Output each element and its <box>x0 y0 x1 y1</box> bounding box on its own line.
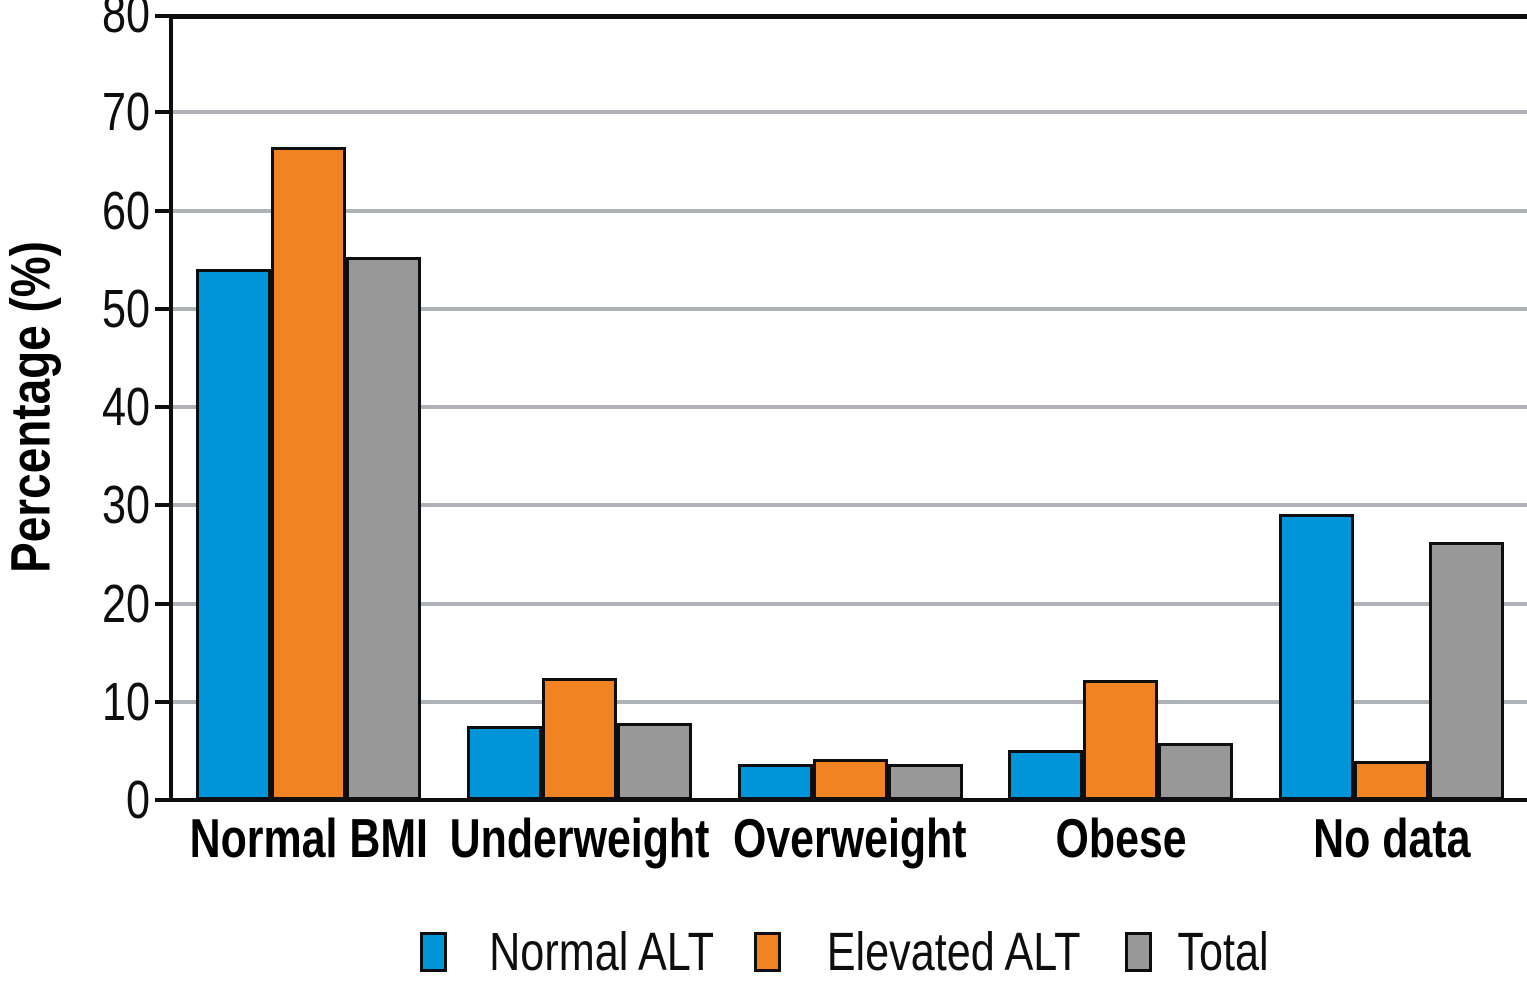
y-tick-label-80: 80 <box>5 0 150 49</box>
bar-elevated-alt-obese <box>1083 680 1159 800</box>
y-tick-label-text: 70 <box>101 82 150 143</box>
y-tick-30 <box>155 503 173 508</box>
gridline-20 <box>173 601 1527 606</box>
y-tick-60 <box>155 208 173 213</box>
y-tick-20 <box>155 601 173 606</box>
bar-total-obese <box>1158 743 1234 800</box>
y-tick-label-20: 20 <box>5 569 150 639</box>
y-tick-label-text: 80 <box>101 0 150 44</box>
gridline-50 <box>173 306 1527 311</box>
plot-top-border <box>173 14 1527 19</box>
x-category-label-text: No data <box>1312 807 1471 869</box>
y-tick-label-10: 10 <box>5 667 150 737</box>
legend: Normal ALT Elevated ALT Total <box>173 922 1527 981</box>
y-tick-40 <box>155 405 173 409</box>
y-tick-label-30: 30 <box>5 470 150 540</box>
gridline-40 <box>173 405 1527 409</box>
y-tick-label-text: 40 <box>101 377 150 437</box>
y-tick-label-0: 0 <box>5 765 150 835</box>
bar-normal-alt-no-data <box>1279 514 1355 800</box>
y-tick-70 <box>155 110 173 115</box>
legend-label-total: Total <box>1177 922 1269 981</box>
x-category-label-no-data: No data <box>1162 806 1527 870</box>
bar-normal-alt-underweight <box>466 726 542 800</box>
legend-swatch-normal-alt <box>420 932 448 972</box>
bar-normal-alt-obese <box>1008 750 1084 800</box>
bar-elevated-alt-no-data <box>1354 761 1430 800</box>
legend-label-normal-alt: Normal ALT <box>489 922 715 981</box>
y-tick-label-60: 60 <box>5 176 150 246</box>
y-tick-label-text: 10 <box>101 671 150 732</box>
x-category-label-obese: Obese <box>891 806 1351 870</box>
y-tick-label-40: 40 <box>5 372 150 442</box>
legend-label-elevated-alt: Elevated ALT <box>827 922 1081 981</box>
gridline-30 <box>173 503 1527 508</box>
bar-total-normal-bmi <box>345 257 421 800</box>
y-tick-label-50: 50 <box>5 274 150 344</box>
y-tick-10 <box>155 699 173 704</box>
plot-area: 0 10 20 30 40 50 60 70 80 <box>102 0 1527 830</box>
x-axis-line <box>155 798 1527 802</box>
bar-total-no-data <box>1429 542 1505 800</box>
legend-item-elevated-alt: Elevated ALT <box>754 921 1112 981</box>
gridline-60 <box>173 208 1527 213</box>
x-category-label-normal-bmi: Normal BMI <box>78 806 538 870</box>
legend-swatch-elevated-alt <box>754 932 782 972</box>
bar-total-overweight <box>887 764 963 800</box>
y-tick-label-text: 30 <box>101 475 150 536</box>
legend-swatch-total <box>1124 932 1152 972</box>
y-tick-50 <box>155 306 173 311</box>
y-tick-label-text: 20 <box>101 573 150 634</box>
y-tick-label-70: 70 <box>5 77 150 147</box>
y-tick-0 <box>155 798 173 802</box>
bar-normal-alt-normal-bmi <box>195 269 271 800</box>
legend-item-total: Total <box>1124 921 1280 981</box>
y-tick-80 <box>155 14 173 18</box>
legend-item-normal-alt: Normal ALT <box>420 921 742 981</box>
x-category-label-underweight: Underweight <box>349 806 809 870</box>
bar-elevated-alt-underweight <box>541 678 617 800</box>
bar-normal-alt-overweight <box>737 764 813 800</box>
y-tick-label-text: 0 <box>125 770 150 830</box>
x-category-label-text: Underweight <box>449 807 710 869</box>
y-tick-label-text: 50 <box>101 278 150 339</box>
gridline-10 <box>173 699 1527 704</box>
bar-elevated-alt-normal-bmi <box>270 147 346 800</box>
x-category-label-text: Normal BMI <box>189 807 428 869</box>
gridline-70 <box>173 110 1527 115</box>
x-category-label-text: Obese <box>1055 807 1187 869</box>
bar-total-underweight <box>616 723 692 800</box>
y-tick-label-text: 60 <box>101 180 150 241</box>
bar-elevated-alt-overweight <box>812 759 888 800</box>
x-category-label-overweight: Overweight <box>620 806 1080 870</box>
x-category-label-text: Overweight <box>733 807 967 869</box>
